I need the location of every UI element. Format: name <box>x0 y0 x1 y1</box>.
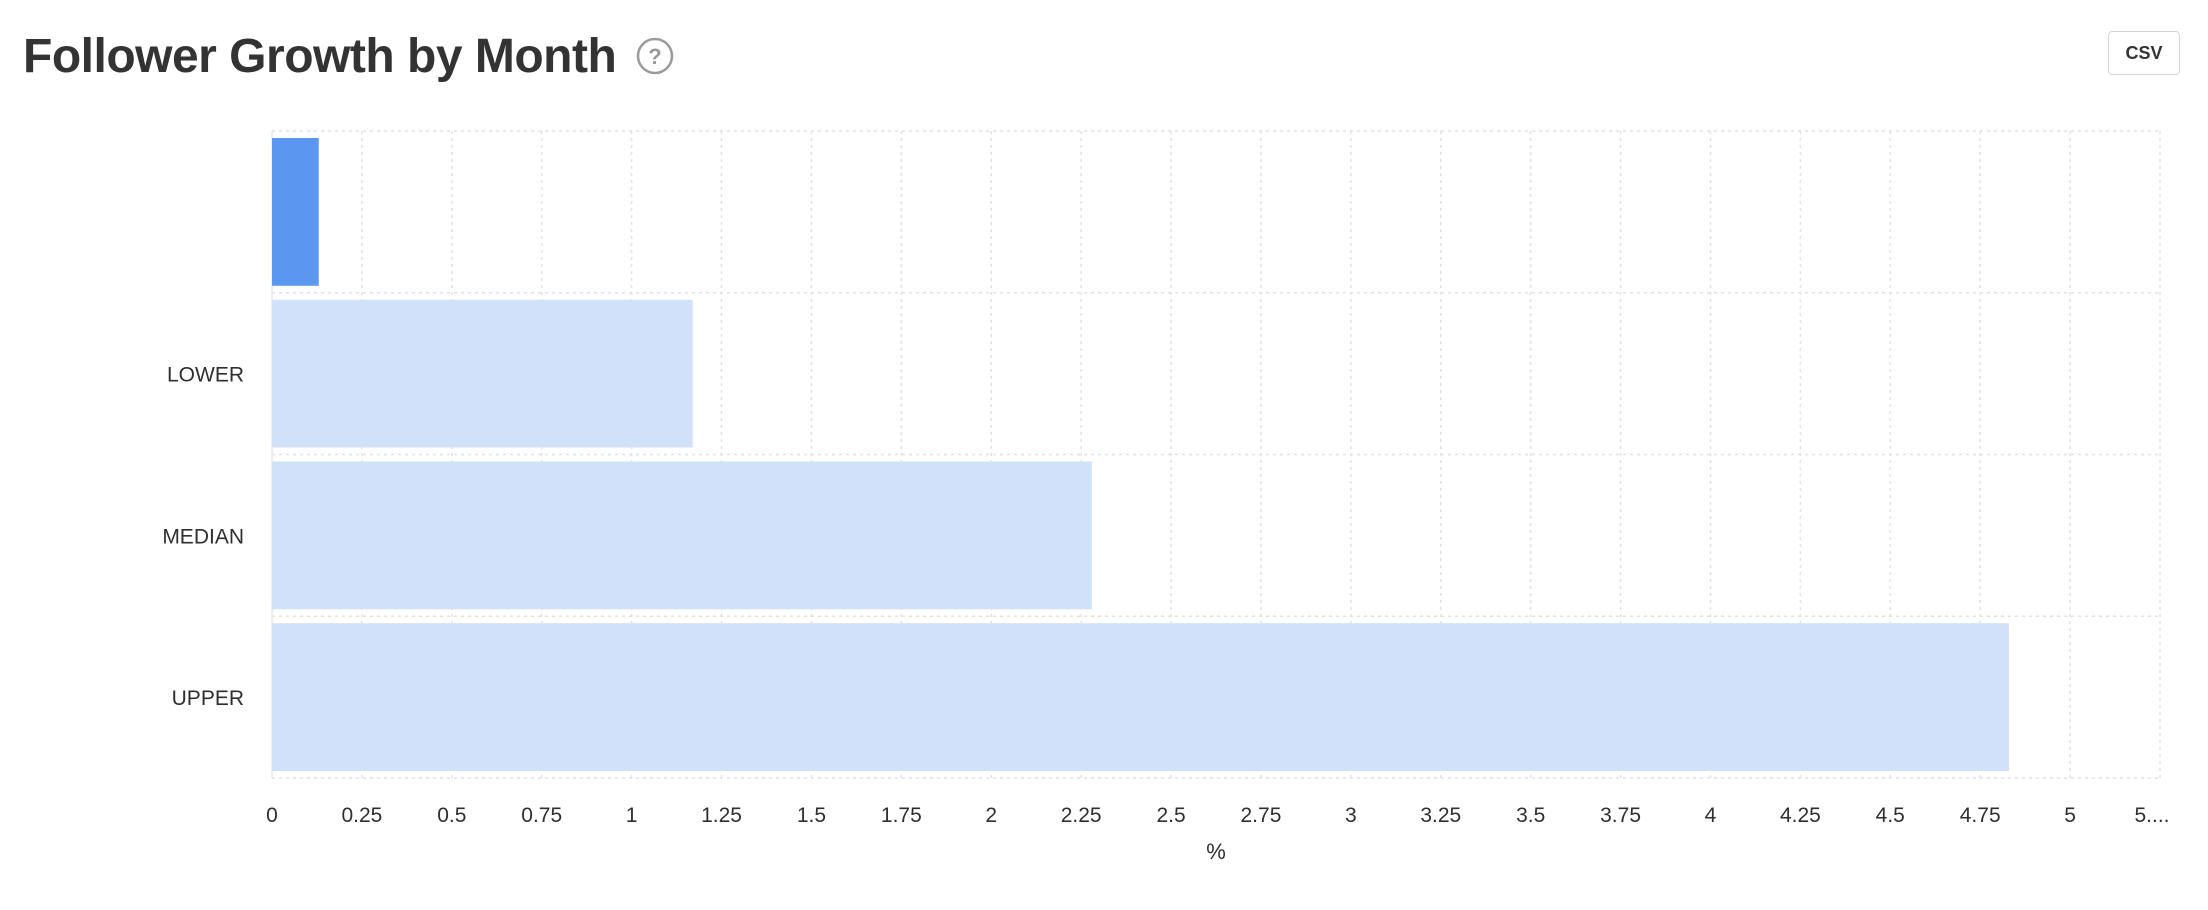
x-tick-label: 1.5 <box>797 804 826 827</box>
bar-median[interactable] <box>272 461 1092 610</box>
x-tick-label: 2.25 <box>1061 804 1102 827</box>
x-tick-label: 1.25 <box>701 804 742 827</box>
x-tick-label: 0.75 <box>521 804 562 827</box>
x-tick-label: 0.5 <box>437 804 466 827</box>
x-tick-labels: 0 0.25 0.5 0.75 1 1.25 1.5 1.75 2 2.25 2.5 2.75 3 3.2… <box>266 804 2169 827</box>
x-axis-title: % <box>1206 839 1226 864</box>
x-tick-label: 4.25 <box>1780 804 1821 827</box>
x-tick-label: 1.75 <box>881 804 922 827</box>
x-tick-label: 2.75 <box>1241 804 1282 827</box>
x-tick-label: 2.5 <box>1156 804 1185 827</box>
category-label: MEDIAN <box>162 525 244 548</box>
question-circle-icon[interactable]: ? <box>636 37 674 75</box>
x-tick-label: 3.25 <box>1420 804 1461 827</box>
x-tick-label: 1 <box>626 804 638 827</box>
category-label: UPPER <box>172 687 244 710</box>
bar-upper[interactable] <box>272 623 2009 771</box>
chart-title: Follower Growth by Month <box>23 29 617 83</box>
bars <box>272 138 2009 771</box>
svg-text:?: ? <box>649 44 662 69</box>
x-tick-label: 3.75 <box>1600 804 1641 827</box>
category-label: LOWER <box>167 364 244 387</box>
x-tick-label: 3 <box>1345 804 1357 827</box>
x-tick-label: 4.5 <box>1876 804 1905 827</box>
x-tick-label: 3.5 <box>1516 804 1545 827</box>
bar-lower[interactable] <box>272 299 693 448</box>
x-tick-label: 4 <box>1705 804 1717 827</box>
x-tick-label: 0 <box>266 804 278 827</box>
x-tick-label: 2 <box>985 804 997 827</box>
title-row: Follower Growth by Month ? <box>23 24 674 88</box>
x-tick-label: 5 <box>2064 804 2076 827</box>
x-tick-label: 0.25 <box>341 804 382 827</box>
csv-export-button[interactable]: CSV <box>2108 31 2180 75</box>
category-labels: LOWER MEDIAN UPPER <box>162 364 244 711</box>
x-tick-label: 4.75 <box>1960 804 2001 827</box>
bar-current[interactable] <box>272 138 319 286</box>
x-tick-label: 5.... <box>2134 804 2169 827</box>
